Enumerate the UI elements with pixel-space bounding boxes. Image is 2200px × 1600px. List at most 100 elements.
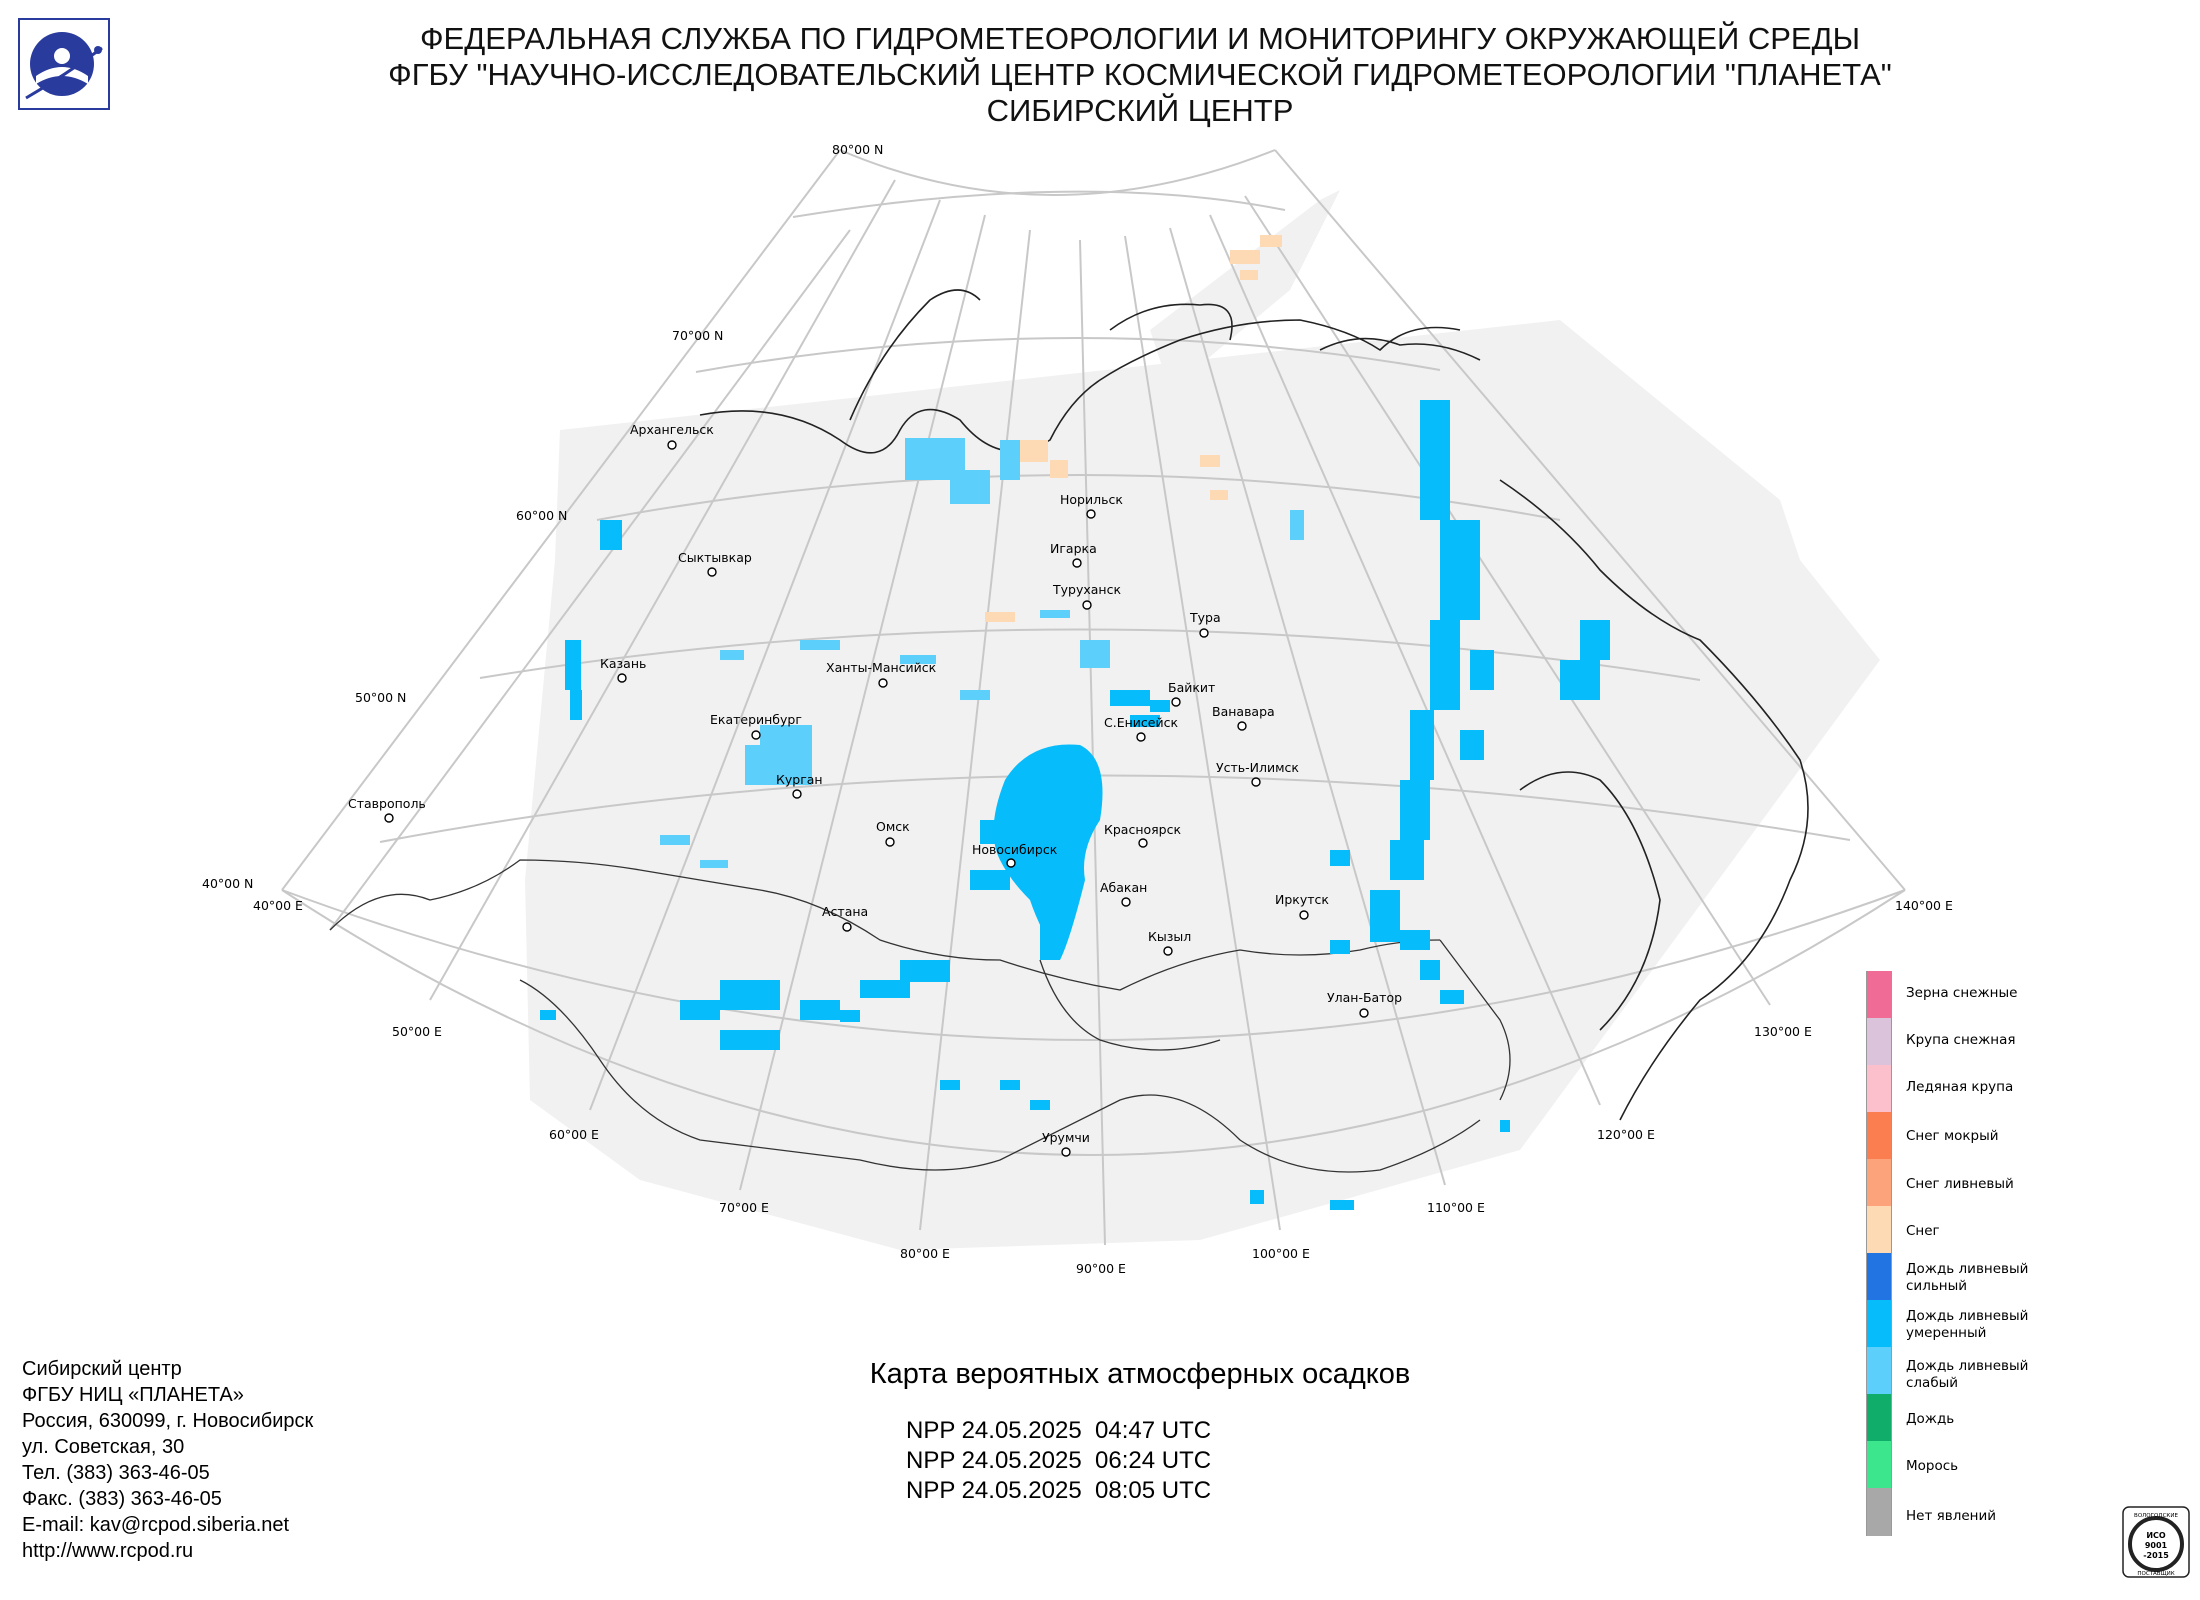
legend-label: Снег ливневый — [1906, 1176, 2014, 1192]
contact-info: Сибирский центр ФГБУ НИЦ «ПЛАНЕТА» Росси… — [22, 1356, 313, 1564]
legend-swatch — [1866, 1300, 1892, 1347]
satellite-passes: NPP 24.05.2025 04:47 UTC NPP 24.05.2025 … — [906, 1416, 1211, 1506]
lat-label: 60°00 N — [516, 508, 567, 523]
coastlines — [699, 289, 1809, 1121]
city-label: Сыктывкар — [678, 550, 752, 565]
city-label: Улан-Батор — [1327, 990, 1402, 1005]
header-title-line3: СИБИРСКИЙ ЦЕНТР — [986, 93, 1294, 128]
legend-swatch — [1866, 1347, 1892, 1394]
legend-label: Снег мокрый — [1906, 1128, 1999, 1144]
lon-label: 50°00 E — [392, 1024, 442, 1039]
precip-snow — [985, 235, 1282, 622]
lon-label: 90°00 E — [1076, 1261, 1126, 1276]
city-label: Архангельск — [630, 422, 714, 437]
country-borders — [329, 859, 1511, 1173]
city-label: Усть-Илимск — [1216, 760, 1299, 775]
pass-time: NPP 24.05.2025 08:05 UTC — [906, 1477, 1212, 1504]
lon-label: 130°00 E — [1754, 1024, 1812, 1039]
lat-label: 50°00 N — [355, 690, 406, 705]
city-label: Кызыл — [1148, 929, 1191, 944]
legend-swatch — [1866, 1488, 1892, 1536]
contact-org: Сибирский центр — [22, 1358, 182, 1380]
legend-swatch — [1866, 1441, 1892, 1488]
lat-label: 80°00 N — [832, 142, 883, 157]
city-markers — [384, 440, 1369, 1157]
longitude-labels: 40°00 E 50°00 E 60°00 E 70°00 E 80°00 E … — [253, 898, 1953, 1276]
header-title-line2: ФГБУ "НАУЧНО-ИССЛЕДОВАТЕЛЬСКИЙ ЦЕНТР КОС… — [388, 57, 1892, 92]
iso-line3: -2015 — [2143, 1551, 2169, 1560]
iso-certification-icon: ВОЛОГОДСКИЕ ИСО 9001 -2015 ПОСТАВЩИК — [2122, 1506, 2190, 1578]
city-label: Иркутск — [1275, 892, 1329, 907]
city-label: Курган — [776, 772, 823, 787]
graticule-meridians — [329, 179, 1771, 1246]
contact-phone: Тел. (383) 363-46-05 — [22, 1462, 210, 1484]
legend-swatch — [1866, 971, 1892, 1018]
precip-rain-shower-light — [660, 438, 1304, 868]
city-label: Байкит — [1168, 680, 1215, 695]
city-label: Абакан — [1100, 880, 1147, 895]
city-label: Урумчи — [1042, 1130, 1090, 1145]
legend-label: Зерна снежные — [1906, 985, 2018, 1001]
legend-label: Дождь ливневый умеренный — [1906, 1308, 2029, 1341]
contact-address-street: ул. Советская, 30 — [22, 1436, 185, 1458]
legend-swatch — [1866, 1206, 1892, 1253]
iso-line2: 9001 — [2145, 1541, 2168, 1550]
city-label: Омск — [876, 819, 910, 834]
lon-label: 100°00 E — [1252, 1246, 1310, 1261]
city-label: Астана — [822, 904, 868, 919]
city-label: Ставрополь — [348, 796, 426, 811]
legend-label: Крупа снежная — [1906, 1032, 2016, 1048]
city-label: Ванавара — [1212, 704, 1275, 719]
contact-org-full: ФГБУ НИЦ «ПЛАНЕТА» — [22, 1384, 244, 1406]
city-label: Красноярск — [1104, 822, 1181, 837]
legend-swatch — [1866, 1018, 1892, 1065]
header-title-line1: ФЕДЕРАЛЬНАЯ СЛУЖБА ПО ГИДРОМЕТЕОРОЛОГИИ … — [419, 21, 1861, 56]
legend-swatch — [1866, 1159, 1892, 1206]
pass-time: NPP 24.05.2025 04:47 UTC — [906, 1417, 1212, 1444]
city-label: Норильск — [1060, 492, 1123, 507]
city-label: Ханты-Мансийск — [826, 660, 937, 675]
lon-label: 110°00 E — [1427, 1200, 1485, 1215]
lon-label: 120°00 E — [1597, 1127, 1655, 1142]
legend-label: Дождь ливневый сильный — [1906, 1261, 2029, 1294]
map-title: Карта вероятных атмосферных осадков — [869, 1358, 1411, 1390]
lat-label: 70°00 N — [672, 328, 723, 343]
legend-swatch — [1866, 1065, 1892, 1112]
city-label: Екатеринбург — [710, 712, 802, 727]
lon-label: 60°00 E — [549, 1127, 599, 1142]
map-outer-arc — [281, 889, 1906, 1156]
city-labels: Архангельск Сыктывкар Казань Екатеринбур… — [348, 422, 1402, 1145]
contact-address-city: Россия, 630099, г. Новосибирск — [22, 1410, 314, 1432]
lon-label: 80°00 E — [900, 1246, 950, 1261]
map-pole-arc — [839, 149, 1276, 196]
city-label: Новосибирск — [972, 842, 1058, 857]
legend-swatch — [1866, 1394, 1892, 1441]
legend-label: Морось — [1906, 1458, 1959, 1474]
legend-label: Нет явлений — [1906, 1508, 1996, 1524]
city-label: Игарка — [1050, 541, 1097, 556]
legend-swatch — [1866, 1112, 1892, 1159]
city-label: Тура — [1189, 610, 1221, 625]
swath-coverage-east — [1270, 370, 1720, 1140]
city-label: Туруханск — [1052, 582, 1121, 597]
precip-rain-shower-moderate — [540, 400, 1610, 1210]
lon-label: 140°00 E — [1895, 898, 1953, 913]
contact-fax: Факс. (383) 363-46-05 — [22, 1488, 222, 1510]
legend-label: Дождь ливневый слабый — [1906, 1358, 2029, 1391]
iso-top-text: ВОЛОГОДСКИЕ — [2134, 1513, 2178, 1519]
lon-label: 70°00 E — [719, 1200, 769, 1215]
legend-swatch — [1866, 1253, 1892, 1300]
iso-line1: ИСО — [2146, 1531, 2166, 1540]
city-label: Казань — [600, 656, 646, 671]
lon-label: 40°00 E — [253, 898, 303, 913]
legend-label: Ледяная крупа — [1906, 1079, 2014, 1095]
legend-label: Снег — [1906, 1223, 1940, 1239]
swath-coverage-north — [1150, 190, 1340, 390]
contact-email[interactable]: E-mail: kav@rcpod.siberia.net — [22, 1514, 290, 1536]
legend-label: Дождь — [1906, 1411, 1955, 1427]
contact-website[interactable]: http://www.rcpod.ru — [22, 1540, 194, 1562]
lat-label: 40°00 N — [202, 876, 253, 891]
planeta-logo-icon — [18, 18, 110, 110]
pass-time: NPP 24.05.2025 06:24 UTC — [906, 1447, 1212, 1474]
